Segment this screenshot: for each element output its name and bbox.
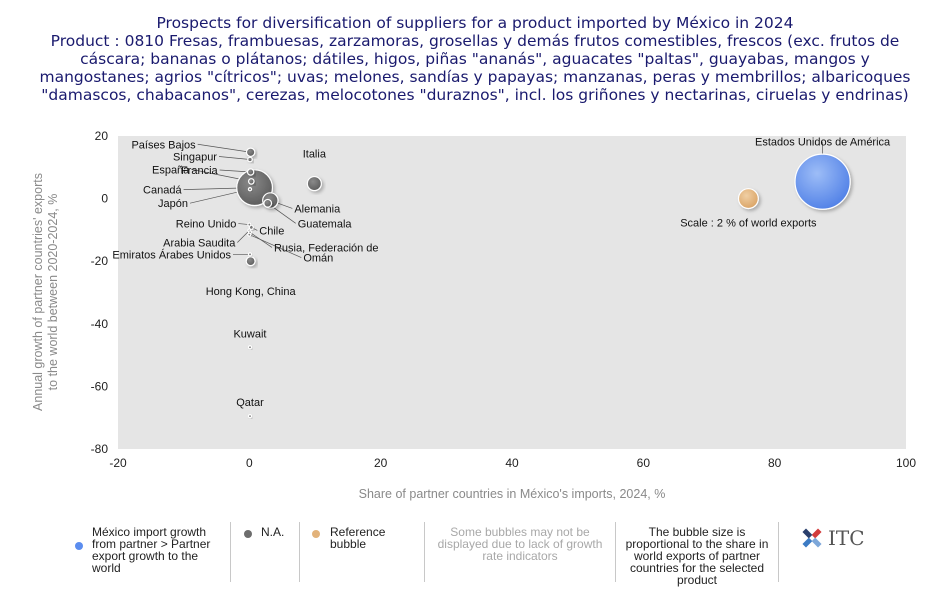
- itc-logo: ITC: [800, 526, 865, 550]
- bubble[interactable]: [247, 178, 255, 185]
- bubble[interactable]: [247, 345, 253, 350]
- bubble-label: Hong Kong, China: [206, 286, 297, 298]
- bubble-label: Italia: [303, 149, 327, 161]
- x-tick-label: -20: [109, 456, 127, 470]
- bubble-label: Alemania: [294, 203, 341, 215]
- bubble[interactable]: [306, 175, 322, 192]
- reference-bubble[interactable]: [737, 188, 759, 210]
- x-tick-label: 60: [637, 456, 651, 470]
- bubble-label: Rusia, Federación de: [274, 242, 379, 254]
- y-axis-label: Annual growth of partner countries' expo…: [31, 173, 60, 411]
- bubble-label: Arabia Saudita: [163, 238, 236, 250]
- bubble-label: Kuwait: [233, 328, 266, 340]
- chart-title-line: Prospects for diversification of supplie…: [156, 14, 794, 32]
- legend: México import growth from partner > Part…: [72, 522, 779, 586]
- bubble[interactable]: [263, 198, 273, 208]
- legend-size-note: The bubble size is proportional to the s…: [616, 522, 779, 586]
- bubble-label: Reino Unido: [176, 219, 237, 231]
- legend-na-dot: [244, 530, 252, 538]
- y-tick-label: -40: [91, 317, 109, 331]
- label-leader: [218, 156, 251, 160]
- bubble[interactable]: [245, 256, 256, 267]
- bubble-label: Japón: [158, 198, 188, 210]
- bubble-label: Francia: [181, 165, 219, 177]
- reference-bubble-label: Scale : 2 % of world exports: [680, 218, 817, 230]
- chart-title-line: Product : 0810 Fresas, frambuesas, zarza…: [50, 32, 900, 50]
- bubble[interactable]: [247, 252, 253, 257]
- itc-logo-text: ITC: [828, 526, 865, 550]
- legend-na: N.A.: [231, 522, 300, 582]
- x-axis-label: Share of partner countries in México's i…: [359, 487, 666, 501]
- x-tick-label: 80: [768, 456, 782, 470]
- x-tick-label: 100: [896, 456, 916, 470]
- y-tick-label: 20: [95, 129, 109, 143]
- legend-note: Some bubbles may not be displayed due to…: [425, 522, 616, 582]
- x-tick-label: 20: [374, 456, 388, 470]
- bubble[interactable]: [246, 168, 255, 176]
- legend-note-text: Some bubbles may not be displayed due to…: [437, 525, 603, 563]
- x-tick-label: 0: [246, 456, 253, 470]
- legend-size-note-text: The bubble size is proportional to the s…: [625, 525, 769, 587]
- bubble[interactable]: [247, 232, 252, 237]
- legend-reference-dot: [312, 530, 320, 538]
- itc-logo-icon: [802, 528, 822, 548]
- bubble[interactable]: [794, 153, 851, 210]
- bubble-label: Singapur: [173, 151, 217, 163]
- y-tick-label: -80: [91, 442, 109, 456]
- bubble-label: Guatemala: [298, 218, 353, 230]
- bubble-label: Canadá: [143, 185, 182, 197]
- legend-growth-dot: [75, 542, 83, 550]
- legend-reference-label: Reference bubble: [330, 525, 386, 551]
- bubble-label: Omán: [303, 253, 333, 265]
- bubble[interactable]: [247, 414, 253, 419]
- bubble[interactable]: [247, 156, 253, 163]
- legend-growth: México import growth from partner > Part…: [72, 522, 231, 582]
- x-tick-label: 40: [505, 456, 519, 470]
- bubble-label: Países Bajos: [131, 139, 196, 151]
- bubble-label: Qatar: [236, 397, 264, 409]
- y-tick-label: -60: [91, 379, 109, 393]
- y-tick-label: 0: [101, 192, 108, 206]
- bubble[interactable]: [245, 147, 256, 158]
- legend-na-label: N.A.: [261, 525, 285, 539]
- legend-reference: Reference bubble: [300, 522, 425, 582]
- label-leader: [249, 234, 302, 258]
- chart-title-line: mangostanes; agrios "cítricos"; uvas; me…: [39, 68, 911, 86]
- chart-title: Prospects for diversification of supplie…: [10, 14, 940, 104]
- bubble-label: España: [152, 164, 190, 176]
- chart-title-line: cáscara; bananas o plátanos; dátiles, hi…: [80, 50, 870, 68]
- legend-growth-label: México import growth from partner > Part…: [92, 525, 211, 575]
- bubble-label: Emiratos Árabes Unidos: [112, 248, 231, 261]
- label-leader: [197, 143, 251, 153]
- chart-title-line: "damascos, chabacanos", cerezas, melocot…: [41, 86, 909, 104]
- bubble[interactable]: [247, 222, 252, 227]
- y-tick-label: -20: [91, 254, 109, 268]
- bubble-label: Chile: [259, 225, 284, 237]
- bubble[interactable]: [247, 187, 253, 192]
- bubble-label: Estados Unidos de América: [755, 137, 891, 149]
- label-leader: [237, 230, 250, 243]
